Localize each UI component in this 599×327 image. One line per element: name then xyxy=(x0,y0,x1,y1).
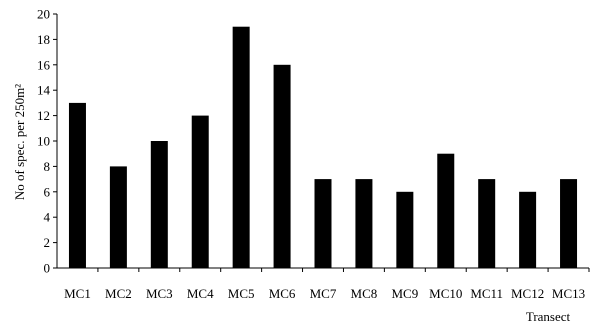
y-tick-label: 10 xyxy=(37,134,50,149)
y-axis-title: No of spec. per 250m² xyxy=(12,84,27,200)
x-tick-label: MC13 xyxy=(552,286,585,301)
y-tick-label: 14 xyxy=(37,83,51,98)
x-tick-label: MC7 xyxy=(310,286,337,301)
x-tick-label: MC6 xyxy=(269,286,296,301)
bar-mc1 xyxy=(68,102,86,269)
x-axis: MC1 MC2 MC3 MC4 MC5 MC6 MC7 MC8 MC9 MC10 MC11 MC12 M… xyxy=(57,267,590,301)
x-tick-label: MC10 xyxy=(429,286,462,301)
bar-mc9 xyxy=(396,191,414,268)
bars xyxy=(68,26,578,269)
bar-mc10 xyxy=(437,153,455,268)
bar-mc5 xyxy=(232,26,250,269)
bar-mc7 xyxy=(314,179,332,268)
bar-mc8 xyxy=(355,179,373,268)
bar-mc2 xyxy=(109,166,127,268)
x-tick-label: MC4 xyxy=(187,286,214,301)
bar-mc3 xyxy=(150,141,168,268)
x-tick-label: MC12 xyxy=(511,286,544,301)
y-tick-label: 18 xyxy=(37,32,50,47)
bar-mc4 xyxy=(191,115,209,268)
x-axis-title: Transect xyxy=(526,309,571,324)
x-tick-label: MC9 xyxy=(391,286,418,301)
y-tick-label: 4 xyxy=(44,210,51,225)
y-tick-label: 8 xyxy=(44,159,51,174)
y-tick-label: 16 xyxy=(37,57,51,72)
x-tick-label: MC11 xyxy=(470,286,503,301)
bar-mc13 xyxy=(560,179,578,268)
x-tick-label: MC3 xyxy=(146,286,173,301)
bar-mc11 xyxy=(478,179,496,268)
y-tick-label: 12 xyxy=(37,108,50,123)
y-tick-label: 2 xyxy=(44,235,51,250)
bar-mc6 xyxy=(273,64,291,268)
x-tick-label: MC2 xyxy=(105,286,132,301)
x-tick-label: MC8 xyxy=(351,286,378,301)
y-tick-label: 0 xyxy=(44,261,51,276)
bar-mc12 xyxy=(519,191,537,268)
x-tick-label: MC5 xyxy=(228,286,255,301)
y-axis: 0 2 4 6 8 10 12 14 16 18 20 xyxy=(37,7,58,276)
y-tick-label: 20 xyxy=(37,7,50,22)
y-tick-label: 6 xyxy=(44,184,51,199)
x-tick-label: MC1 xyxy=(64,286,91,301)
